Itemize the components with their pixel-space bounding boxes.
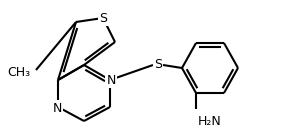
Text: CH₃: CH₃ [7,66,30,79]
Text: S: S [99,11,107,25]
Text: N: N [52,102,62,115]
Text: N: N [106,74,116,87]
Text: H₂N: H₂N [198,115,222,128]
Text: S: S [154,59,162,71]
